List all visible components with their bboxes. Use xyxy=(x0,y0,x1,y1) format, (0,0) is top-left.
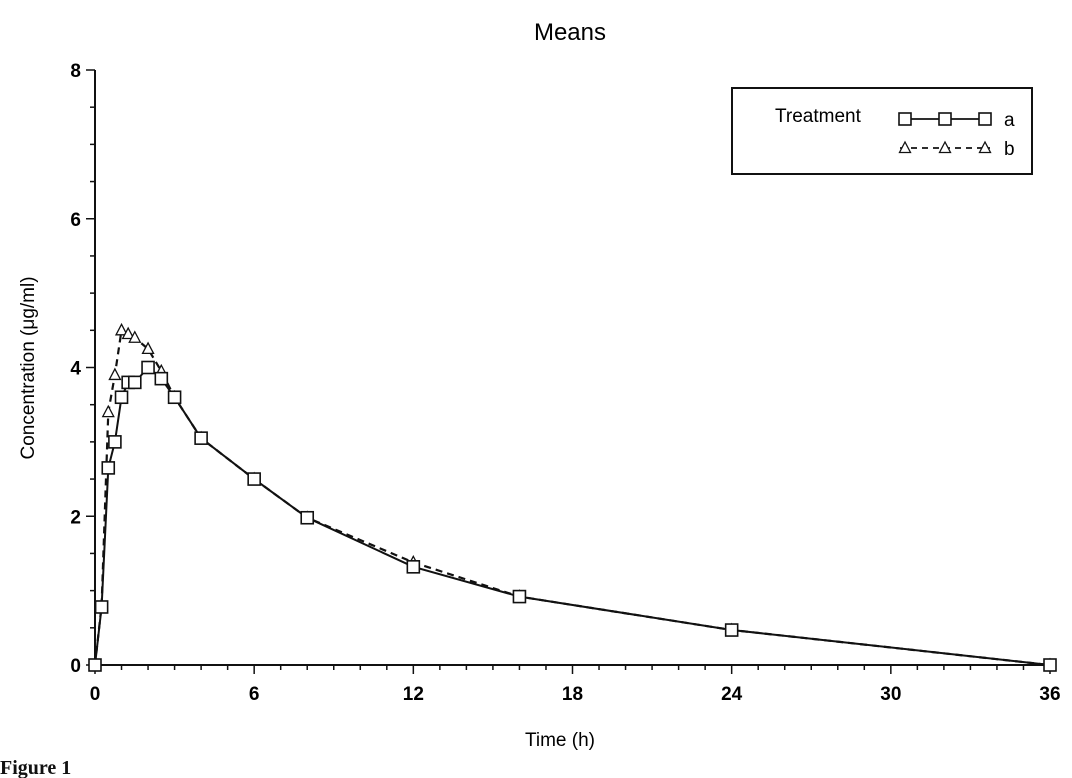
series-a-point xyxy=(724,623,739,637)
series-b-line xyxy=(93,328,1051,667)
series-a-point xyxy=(88,658,102,672)
series-b-point xyxy=(114,322,129,336)
y-tick-label: 4 xyxy=(70,359,81,380)
series-a-point xyxy=(154,371,169,386)
series-layer xyxy=(88,322,1057,672)
x-tick-label: 36 xyxy=(1039,684,1060,705)
legend-label-a: a xyxy=(1004,110,1015,131)
series-b xyxy=(88,322,1057,671)
legend-title: Treatment xyxy=(775,106,862,127)
x-tick-label: 18 xyxy=(562,684,583,705)
series-b-point xyxy=(121,326,135,340)
legend-box xyxy=(731,87,1033,175)
series-a-point xyxy=(247,472,261,486)
series-a-point xyxy=(167,390,182,405)
legend-marker-a xyxy=(898,112,912,126)
chart-title: Means xyxy=(534,19,606,46)
y-tick-label: 2 xyxy=(70,507,81,528)
legend-entries: ab xyxy=(898,110,1015,160)
y-tick-label: 8 xyxy=(70,61,81,82)
series-b-point xyxy=(108,367,122,381)
x-tick-label: 30 xyxy=(880,684,901,705)
y-axis-label: Concentration (μg/ml) xyxy=(18,276,39,459)
legend-marker-a xyxy=(938,112,952,126)
figure-label: Figure 1 xyxy=(0,758,72,778)
series-b-point xyxy=(141,341,155,355)
series-b-point xyxy=(101,404,115,418)
series-a-point xyxy=(300,510,315,525)
y-tick-label: 6 xyxy=(70,210,81,231)
series-a-point xyxy=(127,375,142,390)
legend-marker-b xyxy=(978,140,992,154)
series-a xyxy=(88,360,1057,672)
y-tick-label: 0 xyxy=(70,656,81,677)
legend-marker-b xyxy=(938,140,952,154)
x-tick-label: 0 xyxy=(90,684,101,705)
series-a-point xyxy=(101,461,116,475)
legend-marker-a xyxy=(978,112,992,126)
legend-marker-b xyxy=(898,140,912,154)
x-tick-label: 24 xyxy=(721,684,743,705)
x-tick-label: 12 xyxy=(403,684,424,705)
series-a-point xyxy=(94,600,109,614)
series-a-point xyxy=(406,560,421,574)
series-a-line xyxy=(94,366,1051,666)
series-a-point xyxy=(108,435,122,449)
legend-label-b: b xyxy=(1004,139,1015,160)
series-a-point xyxy=(512,589,527,604)
series-a-point xyxy=(141,360,155,375)
series-a-point xyxy=(194,431,208,445)
series-b-point xyxy=(128,330,142,343)
legend: Treatment ab xyxy=(731,87,1033,175)
x-axis-label: Time (h) xyxy=(525,730,595,751)
x-tick-label: 6 xyxy=(249,684,260,705)
series-a-point xyxy=(1043,658,1057,672)
series-a-point xyxy=(114,390,129,405)
